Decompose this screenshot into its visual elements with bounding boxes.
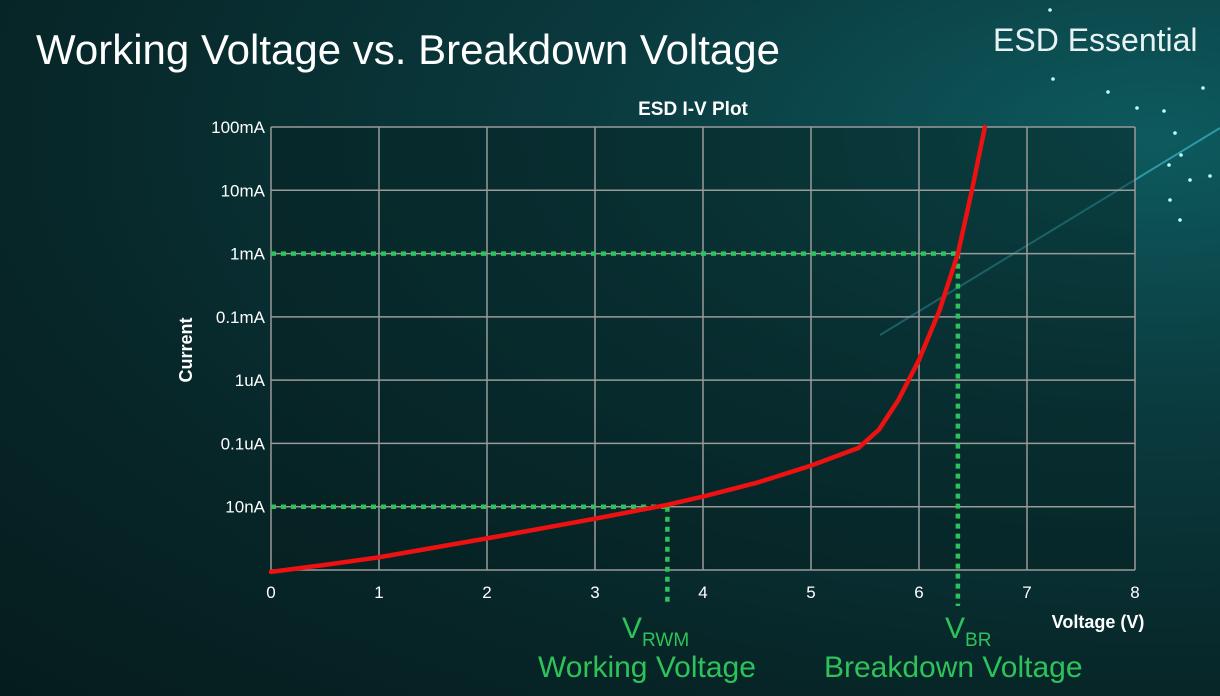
y-tick-label: 100mA [211,118,266,137]
x-tick-label: 8 [1130,583,1139,602]
x-tick-label: 3 [590,583,599,602]
decorative-star [1051,77,1055,81]
x-tick-label: 7 [1022,583,1031,602]
decorative-star [1179,153,1183,157]
vrwm-symbol: VRWM [622,612,689,652]
marker-lines [271,251,961,606]
y-tick-label: 10nA [225,498,265,517]
y-tick-label: 1mA [230,245,266,264]
decorative-star [1048,8,1052,12]
vrwm-caption: Working Voltage [538,651,756,684]
vrwm-v: V [622,612,643,645]
x-tick-label: 1 [374,583,383,602]
tick-labels: 0 1 2 3 4 5 6 7 8 10nA 0.1uA 1uA 0.1mA 1mA 10mA 100mA [211,118,1140,602]
vbr-subscript: BR [965,630,992,651]
vbr-v: V [945,612,966,645]
vbr-symbol: VBR [945,612,991,652]
y-tick-label: 0.1mA [216,308,266,327]
decorative-star [1162,109,1166,113]
decorative-stars [879,8,1220,336]
vrwm-subscript: RWM [642,630,690,651]
x-tick-label: 5 [806,583,815,602]
iv-curve [268,124,988,575]
slide-title: Working Voltage vs. Breakdown Voltage [36,26,781,73]
grid [270,126,1136,571]
x-axis-label: Voltage (V) [1052,612,1145,632]
x-tick-label: 0 [266,583,275,602]
decorative-star [1168,198,1172,202]
decorative-star [1135,106,1139,110]
decorative-star [1106,90,1110,94]
decorative-star [1188,178,1192,182]
decorative-star [1173,131,1177,135]
decorative-star [1208,174,1212,178]
y-tick-label: 0.1uA [221,434,266,453]
x-tick-label: 4 [698,583,707,602]
y-tick-label: 10mA [221,181,266,200]
decorative-star [1167,163,1171,167]
x-tick-label: 6 [914,583,923,602]
chart-title: ESD I-V Plot [638,99,748,120]
brand-text: ESD Essential [993,22,1198,58]
y-tick-label: 1uA [235,371,266,390]
decorative-light-streak [879,127,1220,336]
decorative-star [1201,86,1205,90]
vbr-caption: Breakdown Voltage [824,651,1083,684]
y-axis-label: Current [176,317,196,382]
x-tick-label: 2 [482,583,491,602]
decorative-star [1178,218,1182,222]
